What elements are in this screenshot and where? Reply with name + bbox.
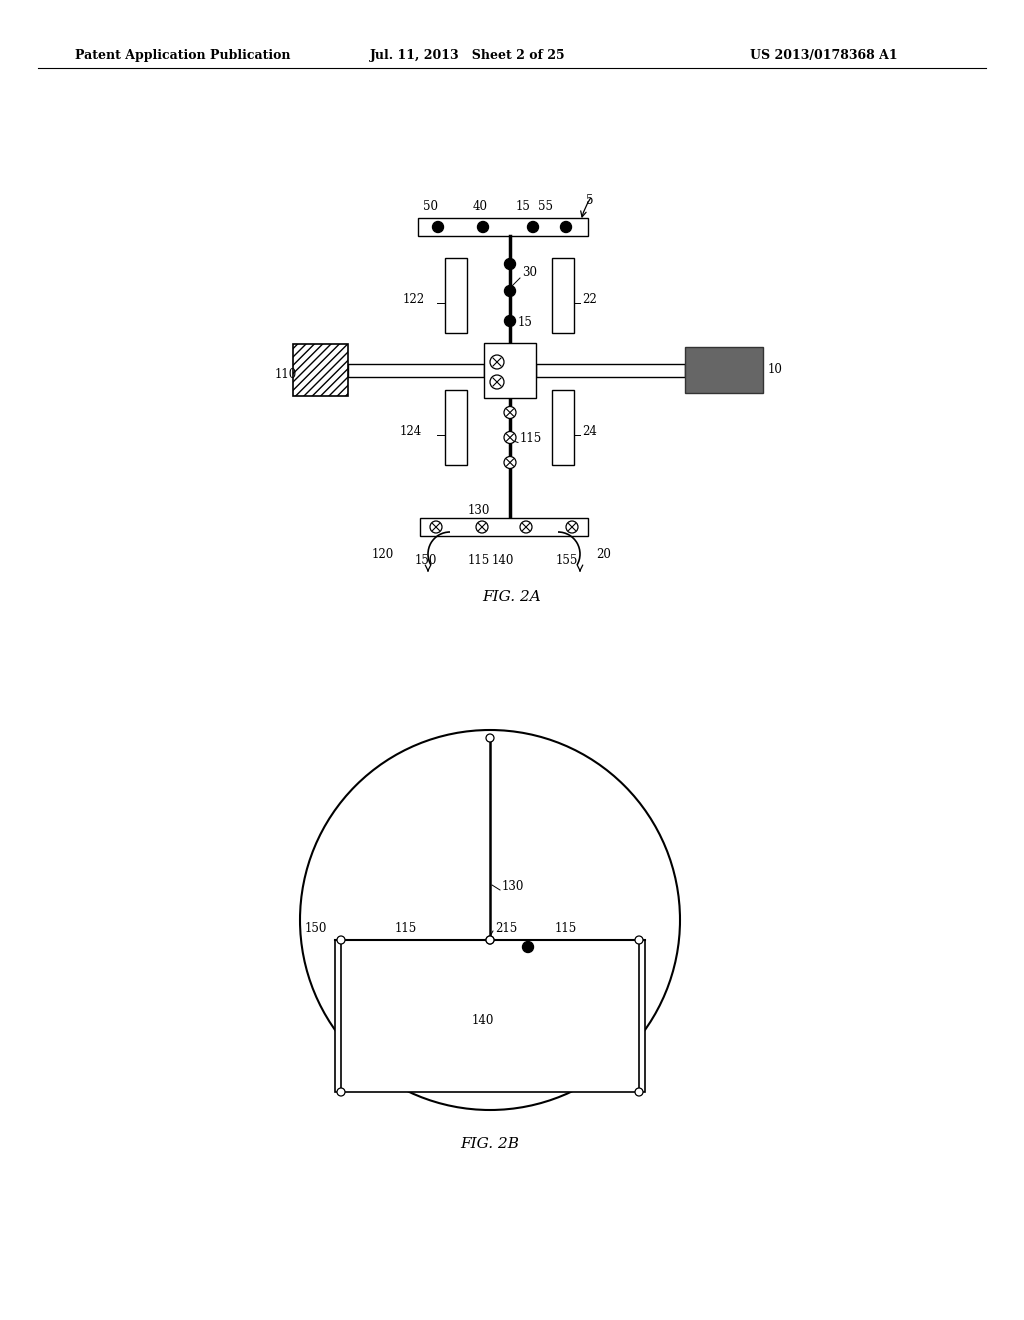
Circle shape (432, 222, 443, 232)
Text: 122: 122 (403, 293, 425, 306)
Text: 40: 40 (473, 201, 488, 213)
Bar (418, 218, 588, 236)
Circle shape (337, 1088, 345, 1096)
Text: 150: 150 (305, 921, 328, 935)
Circle shape (477, 222, 488, 232)
Circle shape (505, 315, 515, 326)
Circle shape (560, 222, 571, 232)
Circle shape (504, 457, 516, 469)
Circle shape (490, 355, 504, 370)
Bar (552, 257, 574, 333)
Text: 115: 115 (468, 554, 490, 568)
Text: 140: 140 (472, 1014, 495, 1027)
Text: 115: 115 (395, 921, 417, 935)
Text: 130: 130 (468, 504, 490, 517)
Text: 22: 22 (582, 293, 597, 306)
Circle shape (635, 1088, 643, 1096)
Bar (348, 363, 484, 376)
Text: 215: 215 (495, 921, 517, 935)
Text: 55: 55 (538, 201, 553, 213)
Circle shape (635, 936, 643, 944)
Text: 140: 140 (492, 554, 514, 568)
Text: FIG. 2A: FIG. 2A (482, 590, 542, 605)
Text: 120: 120 (372, 548, 394, 561)
Bar (484, 342, 536, 397)
Text: 115: 115 (555, 921, 578, 935)
Text: 50: 50 (423, 201, 438, 213)
Text: 150: 150 (415, 554, 437, 568)
Circle shape (520, 521, 532, 533)
Circle shape (486, 936, 494, 944)
Bar (293, 345, 348, 396)
Circle shape (490, 375, 504, 389)
Text: 15: 15 (518, 315, 532, 329)
Text: 110: 110 (275, 368, 297, 381)
Circle shape (505, 285, 515, 297)
Circle shape (300, 730, 680, 1110)
Text: 130: 130 (502, 880, 524, 894)
Circle shape (430, 521, 442, 533)
Bar (445, 257, 467, 333)
Text: FIG. 2B: FIG. 2B (461, 1137, 519, 1151)
Circle shape (337, 936, 345, 944)
Circle shape (505, 259, 515, 269)
Circle shape (486, 734, 494, 742)
Circle shape (476, 521, 488, 533)
Text: 124: 124 (400, 425, 422, 438)
Text: 10: 10 (768, 363, 783, 376)
Text: Jul. 11, 2013   Sheet 2 of 25: Jul. 11, 2013 Sheet 2 of 25 (370, 49, 565, 62)
Bar (552, 389, 574, 465)
Circle shape (522, 941, 534, 953)
Text: 24: 24 (582, 425, 597, 438)
Text: 155: 155 (556, 554, 579, 568)
Bar (420, 517, 588, 536)
Text: 20: 20 (596, 548, 611, 561)
Bar (536, 363, 685, 376)
Bar (445, 389, 467, 465)
Text: 15: 15 (516, 201, 530, 213)
Circle shape (504, 407, 516, 418)
Text: 5: 5 (586, 194, 594, 207)
Circle shape (504, 432, 516, 444)
Text: US 2013/0178368 A1: US 2013/0178368 A1 (750, 49, 898, 62)
Circle shape (486, 936, 494, 944)
Circle shape (566, 521, 578, 533)
Text: 115: 115 (520, 433, 543, 446)
Bar (335, 940, 645, 1092)
Bar (685, 347, 763, 393)
Circle shape (527, 222, 539, 232)
Text: Patent Application Publication: Patent Application Publication (75, 49, 291, 62)
Text: 30: 30 (522, 267, 537, 279)
